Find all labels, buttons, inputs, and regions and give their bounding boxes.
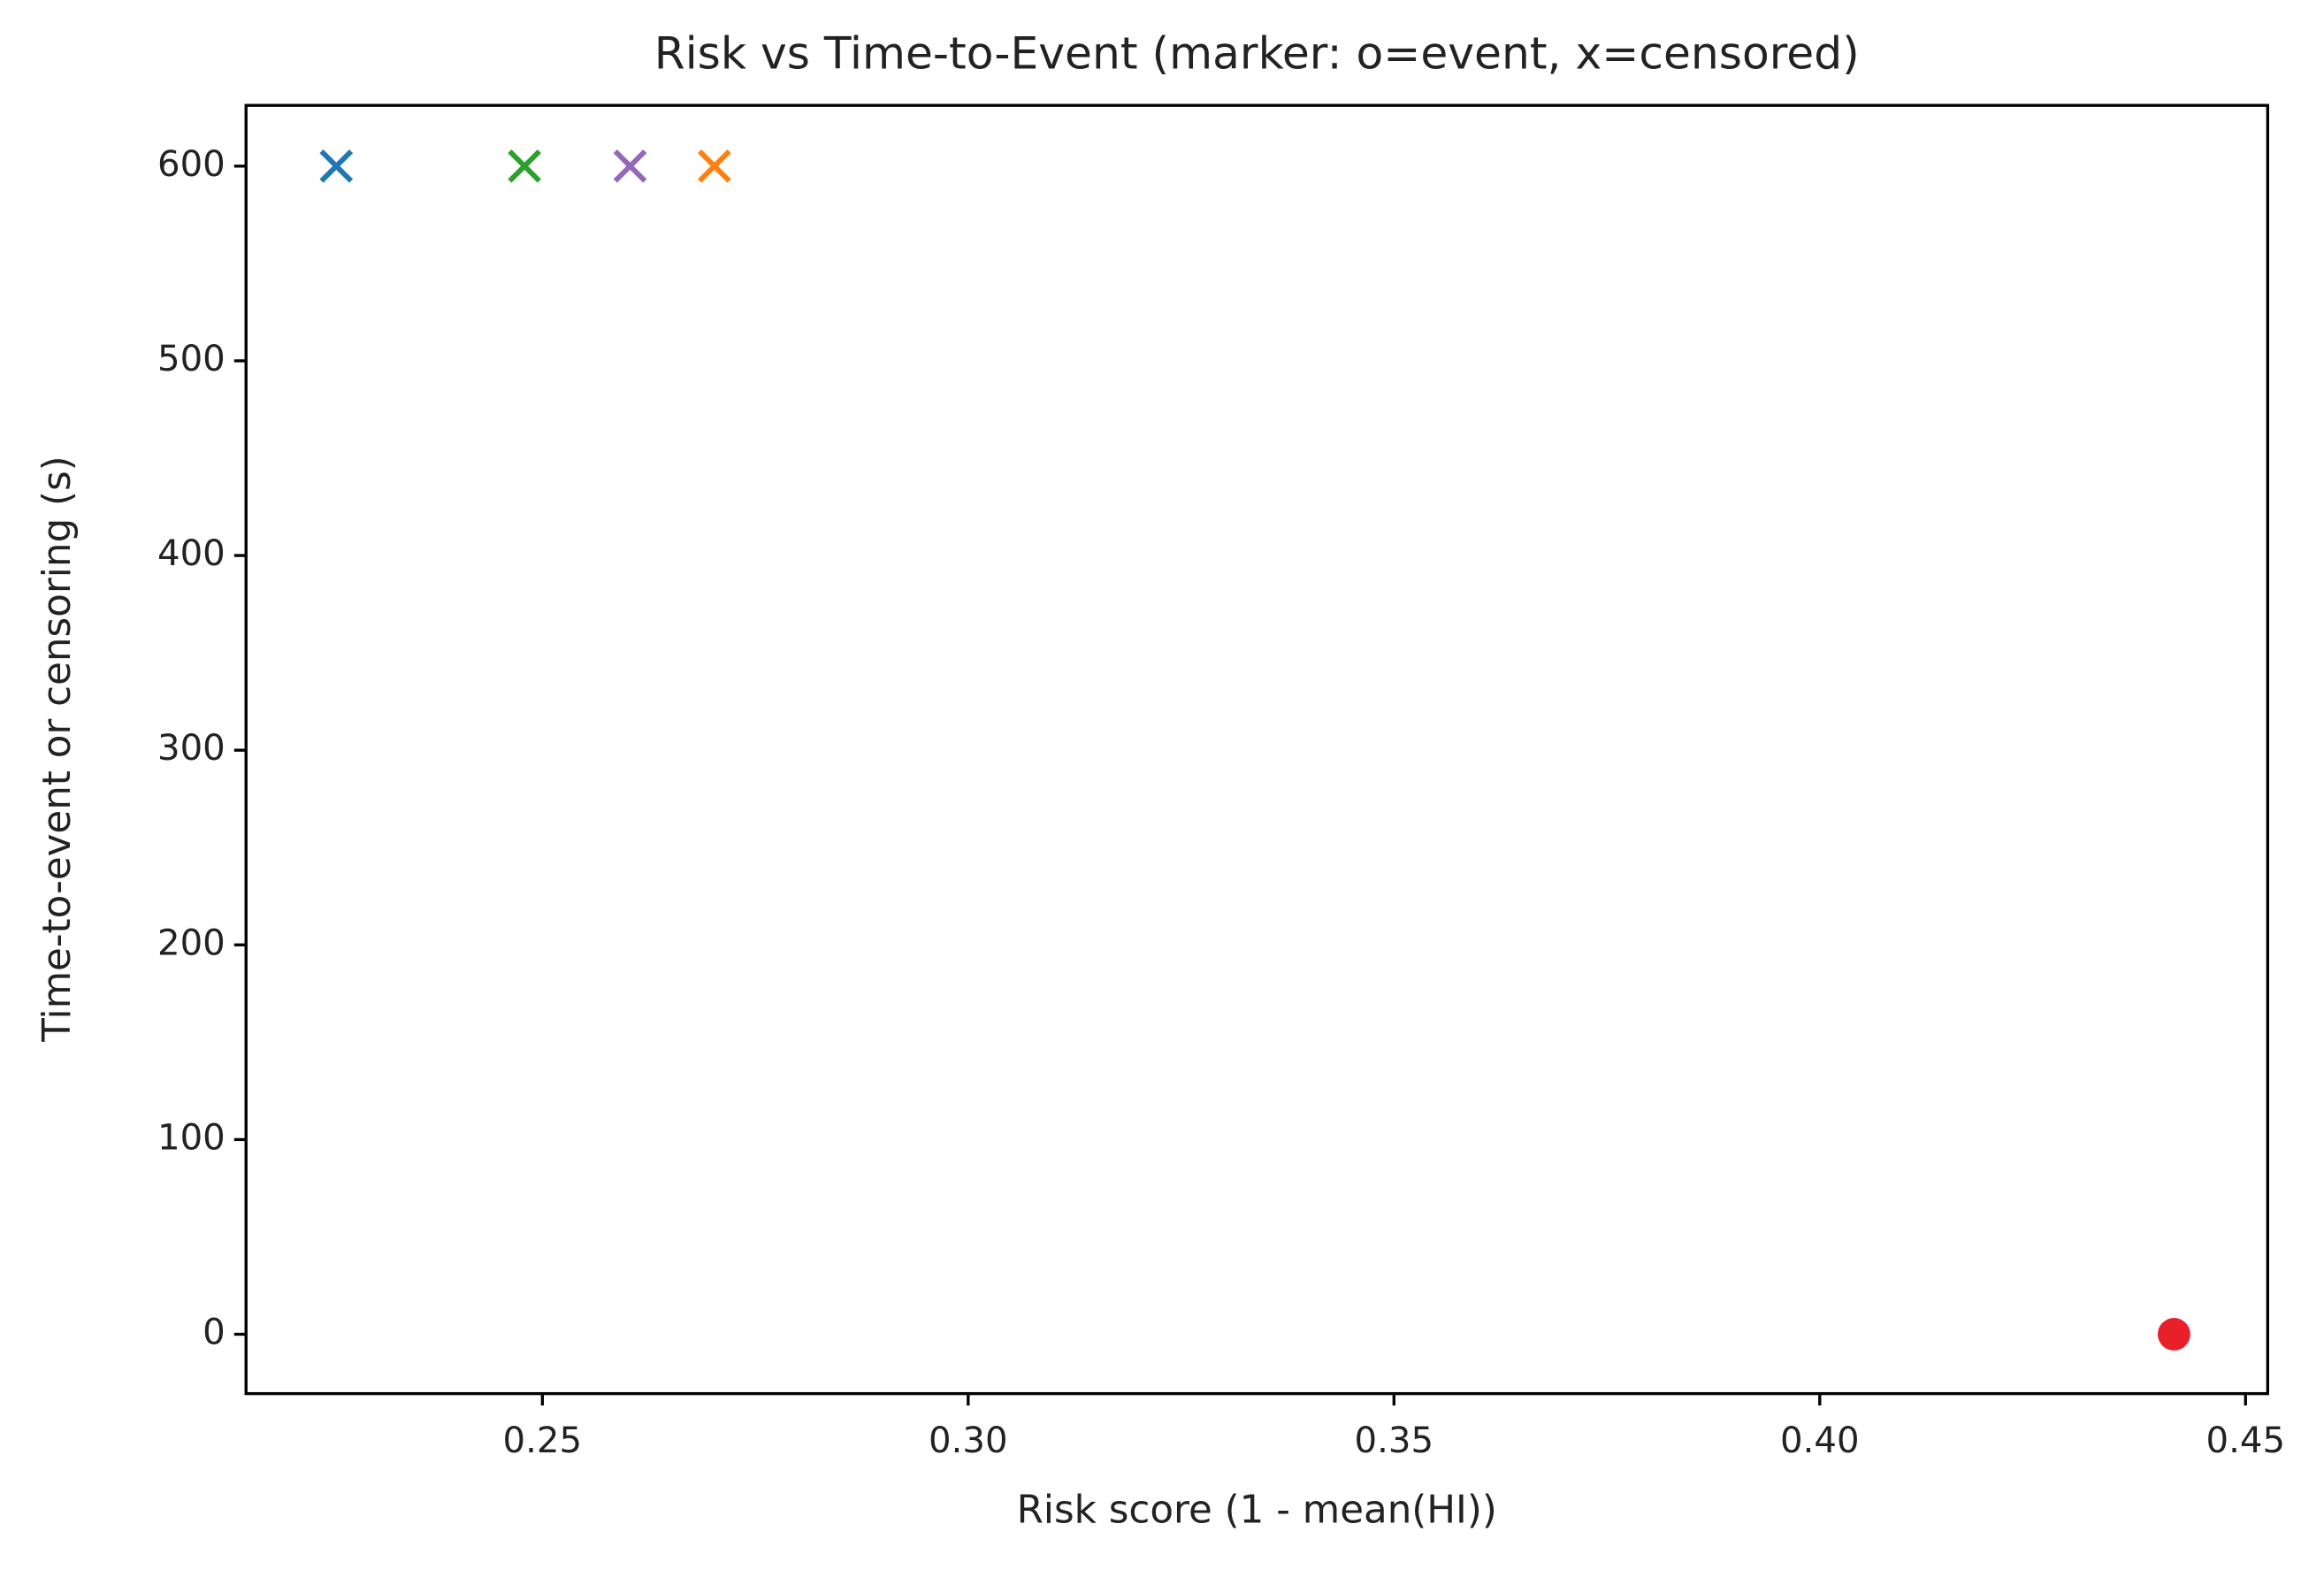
censored-point	[508, 149, 541, 183]
censored-point	[319, 149, 354, 183]
x-tick-label: 0.35	[1355, 1420, 1434, 1461]
y-tick-label: 500	[157, 339, 226, 379]
plot-frame	[244, 103, 2269, 1396]
censored-point	[698, 149, 731, 183]
y-axis-label: Time-to-event or censoring (s)	[35, 456, 80, 1042]
censored-point	[613, 149, 647, 183]
event-point	[2157, 1318, 2190, 1351]
x-tick-label: 0.40	[1780, 1420, 1860, 1461]
x-tick-label: 0.25	[503, 1420, 583, 1461]
y-tick-label: 300	[157, 728, 226, 769]
x-tick-label: 0.30	[929, 1420, 1008, 1461]
y-tick-label: 0	[203, 1312, 226, 1352]
y-tick-label: 600	[157, 144, 226, 185]
chart-title: Risk vs Time-to-Event (marker: o=event, …	[654, 27, 1860, 79]
y-tick-label: 100	[157, 1117, 226, 1158]
x-axis-label: Risk score (1 - mean(HI))	[1017, 1489, 1497, 1533]
y-tick-label: 200	[157, 923, 226, 963]
x-tick-label: 0.45	[2206, 1420, 2285, 1461]
y-tick-label: 400	[157, 533, 226, 574]
